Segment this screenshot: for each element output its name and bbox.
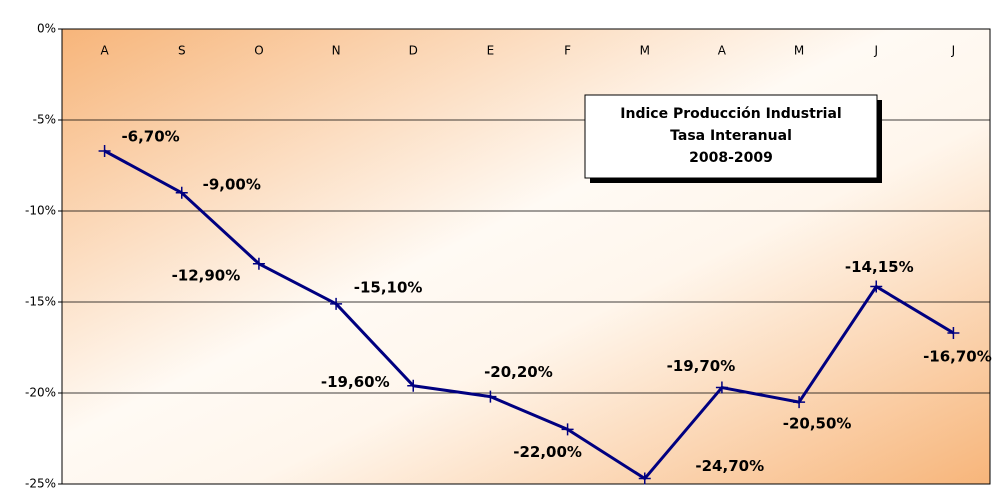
data-label: -6,70% (121, 127, 179, 145)
series-line (103, 149, 955, 481)
x-tick-label: A (718, 44, 727, 58)
x-tick-label: J (873, 44, 878, 58)
point-marker (947, 326, 960, 339)
data-label: -9,00% (203, 175, 261, 193)
point-marker (638, 472, 651, 485)
x-tick-label: A (100, 44, 109, 58)
point-marker (330, 297, 343, 310)
point-marker (793, 396, 806, 409)
point-marker (561, 423, 574, 436)
title-box (584, 94, 878, 179)
x-tick-label: M (794, 44, 804, 58)
x-tick-label: F (564, 44, 571, 58)
y-tick-label: -15% (25, 295, 56, 309)
data-label: -20,50% (783, 415, 852, 433)
point-marker (175, 186, 188, 199)
data-label: -19,70% (667, 357, 736, 375)
data-label: -22,00% (513, 443, 582, 461)
chart-period: 2008-2009 (689, 150, 773, 166)
point-marker (407, 379, 420, 392)
x-tick-label: N (332, 44, 341, 58)
chart-title: Indice Producción Industrial (620, 106, 841, 122)
point-marker (484, 390, 497, 403)
data-label: -20,20% (484, 363, 553, 381)
y-tick-label: -5% (33, 113, 56, 127)
point-marker (870, 280, 883, 293)
point-marker (252, 257, 265, 270)
x-tick-label: O (254, 44, 263, 58)
data-label: -24,70% (695, 457, 764, 475)
y-tick-label: -10% (25, 204, 56, 218)
x-tick-label: J (951, 44, 956, 58)
point-marker (715, 381, 728, 394)
y-tick-label: 0% (37, 22, 56, 36)
x-tick-label: M (640, 44, 650, 58)
point-marker (98, 144, 111, 157)
y-tick-label: -25% (25, 477, 56, 490)
x-tick-label: S (178, 44, 186, 58)
y-tick-label: -20% (25, 386, 56, 400)
x-tick-label: E (487, 44, 495, 58)
data-label: -16,70% (923, 347, 992, 365)
data-label: -15,10% (354, 278, 423, 296)
x-tick-label: D (409, 44, 418, 58)
chart-subtitle: Tasa Interanual (670, 128, 792, 144)
data-label: -14,15% (845, 258, 914, 276)
data-label: -19,60% (321, 373, 390, 391)
data-label: -12,90% (172, 266, 241, 284)
